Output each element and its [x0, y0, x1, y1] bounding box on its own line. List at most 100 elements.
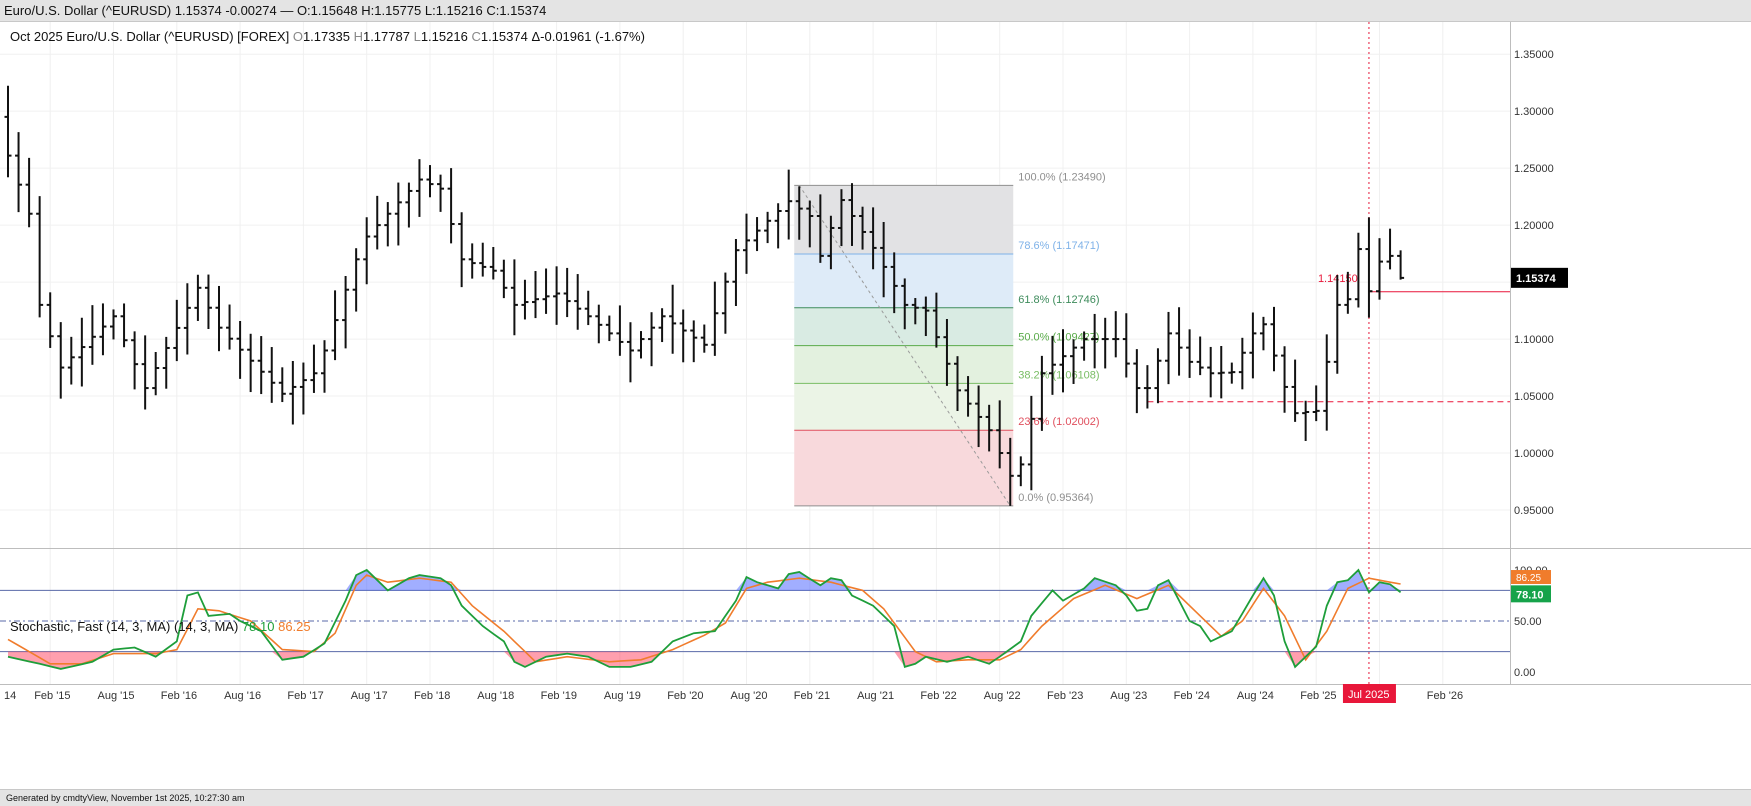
ohlc-bar [1101, 317, 1109, 369]
current-period-tag [1342, 684, 1396, 703]
last-price-tag [1511, 267, 1568, 288]
ohlc-bar [405, 182, 413, 228]
fib-level-label: 0.0% (0.95364) [1018, 492, 1093, 504]
ohlc-bar [78, 317, 86, 387]
ohlc-bar [1397, 250, 1405, 280]
ohlc-bar [1080, 331, 1088, 361]
ohlc-bar [595, 304, 603, 344]
time-axis-label: Feb '22 [920, 690, 956, 702]
time-axis-label: Feb '17 [287, 690, 323, 702]
stochastic-d-tag [1511, 570, 1551, 585]
time-axis-label: 14 [4, 690, 16, 702]
stochastic-d-line [7, 574, 1401, 665]
ohlc-bar [152, 351, 160, 396]
ohlc-bar [880, 221, 888, 298]
open-value: 1.17335 [302, 29, 350, 44]
ohlc-bar [1386, 228, 1394, 270]
ohlc-bar [679, 309, 687, 363]
stochastic-d-value: 86.25 [278, 619, 311, 634]
ohlc-bar [1059, 329, 1067, 393]
ohlc-bar [785, 169, 793, 240]
ohlc-bar [57, 322, 65, 399]
ohlc-bar [1302, 400, 1310, 441]
time-axis-label: Feb '15 [34, 690, 70, 702]
ohlc-bar [88, 305, 96, 365]
ohlc-bar [1217, 345, 1225, 399]
ohlc-bar [415, 159, 423, 217]
time-axis-label: Aug '22 [984, 690, 1021, 702]
ohlc-bar [542, 268, 550, 314]
time-axis-label: Aug '18 [477, 690, 514, 702]
ohlc-bar [141, 335, 149, 410]
ohlc-bar [131, 331, 139, 390]
ohlc-bar [1376, 238, 1383, 300]
ohlc-bar [637, 331, 645, 359]
price-axis-label: 1.25000 [1514, 163, 1554, 175]
ohlc-bar [669, 284, 677, 354]
stochastic-legend: Stochastic, Fast (14, 3, MA) (14, 3, MA)… [10, 619, 311, 634]
ohlc-bar [268, 347, 276, 403]
ohlc-bar [204, 274, 212, 329]
time-axis-label: Feb '19 [541, 690, 577, 702]
ohlc-bar [1281, 346, 1289, 413]
stochastic-axis-label: 0.00 [1514, 667, 1535, 679]
ohlc-bar [753, 217, 761, 252]
ohlc-bar [806, 200, 814, 248]
ohlc-bar [1207, 346, 1215, 398]
ohlc-bar [310, 344, 318, 393]
ohlc-bar [1249, 312, 1257, 379]
ohlc-bar [795, 186, 803, 240]
ohlc-bar [764, 211, 772, 244]
ohlc-bar [1048, 335, 1056, 395]
ohlc-bar [226, 304, 234, 350]
ohlc-bar [352, 248, 360, 312]
stochastic-k-line [7, 568, 1402, 670]
ohlc-bar [521, 279, 529, 320]
ohlc-bar [321, 340, 328, 393]
ohlc-bar [1027, 395, 1035, 491]
chart-area[interactable]: 100.0% (1.23490) 78.6% (1.17471) 61.8% (1.… [0, 22, 1751, 789]
ohlc-bar [648, 312, 656, 367]
stochastic-k-value: 78.10 [241, 619, 275, 634]
ohlc-bar [985, 404, 993, 452]
time-axis-label: Feb '26 [1427, 690, 1463, 702]
ohlc-bar [1175, 307, 1183, 376]
ohlc-bar [1186, 329, 1194, 378]
ohlc-bar [890, 252, 898, 314]
ohlc-bar [1333, 274, 1341, 374]
ohlc-bar [426, 165, 434, 198]
price-axis-label: 1.00000 [1514, 448, 1554, 460]
close-key: C [471, 29, 481, 44]
fib-level-label: 100.0% (1.23490) [1018, 171, 1105, 183]
ohlc-bar [468, 243, 476, 279]
ohlc-bar [1365, 217, 1373, 318]
ohlc-bar [1238, 337, 1246, 390]
ohlc-bar [964, 376, 972, 417]
time-axis-label: Aug '16 [224, 690, 261, 702]
high-value: 1.17787 [362, 29, 410, 44]
ohlc-bar [289, 360, 297, 425]
ohlc-bar [173, 299, 181, 362]
time-axis-label: Aug '23 [1110, 690, 1147, 702]
ohlc-bar [943, 318, 951, 386]
price-axis-label: 1.35000 [1514, 49, 1554, 61]
stochastic-axis-label: 50.00 [1514, 616, 1542, 628]
ohlc-bar [626, 322, 634, 383]
time-axis-label: Aug '17 [351, 690, 388, 702]
oversold-fill [8, 651, 1401, 669]
open-key: O [292, 29, 303, 44]
ohlc-bar [553, 266, 561, 325]
ohlc-bar [1154, 348, 1162, 404]
ohlc-bar [437, 174, 445, 212]
ohlc-bar [363, 217, 371, 285]
last-price-label: 1.15374 [1516, 273, 1557, 285]
period-label: Oct 2025 [10, 29, 63, 44]
ohlc-bar [489, 247, 497, 280]
ohlc-bar [1228, 362, 1236, 384]
close-value: 1.15374 [480, 29, 528, 44]
fib-zone [794, 383, 1014, 431]
footer-credit: Generated by cmdtyView, November 1st 202… [0, 789, 1751, 806]
ohlc-bar [711, 281, 719, 356]
ohlc-bar [774, 203, 782, 249]
ohlc-bar [901, 278, 909, 330]
